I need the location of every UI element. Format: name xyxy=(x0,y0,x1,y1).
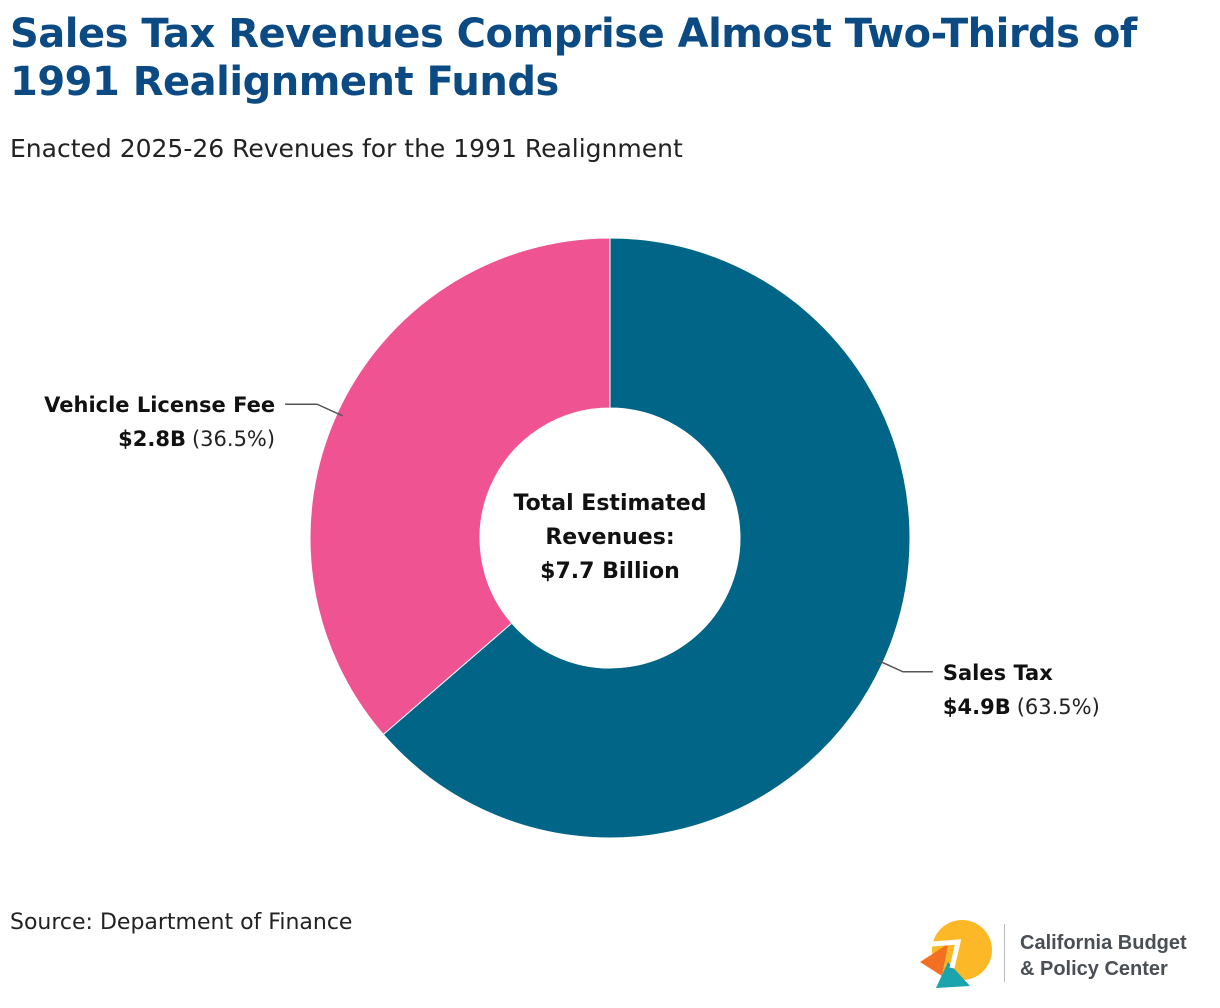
center-label-line: Total Estimated xyxy=(514,491,707,516)
cbpc-logo-icon xyxy=(920,920,992,988)
slice-value-amount: $2.8B xyxy=(118,427,186,451)
slice-label-name: Sales Tax xyxy=(943,661,1053,685)
leader-line xyxy=(877,659,933,673)
leader-line xyxy=(285,403,343,417)
center-total-label: Total Estimated Revenues: $7.7 Billion xyxy=(514,491,707,584)
slice-value-percent: (36.5%) xyxy=(192,427,275,451)
slice-label-value: $4.9B (63.5%) xyxy=(943,695,1100,719)
center-label-line: Revenues: xyxy=(545,525,674,550)
slice-label-name: Vehicle License Fee xyxy=(44,393,275,417)
logo-divider xyxy=(1004,924,1005,982)
slice-value-amount: $4.9B xyxy=(943,695,1011,719)
logo-line-1: California Budget xyxy=(1020,932,1187,954)
logo-line-2: & Policy Center xyxy=(1020,958,1168,980)
center-label-line: $7.7 Billion xyxy=(540,559,680,584)
slice-value-percent: (63.5%) xyxy=(1017,695,1100,719)
slice-vehicle-license-fee xyxy=(309,237,611,736)
chart-subtitle: Enacted 2025-26 Revenues for the 1991 Re… xyxy=(10,134,683,163)
logo-text: California Budget & Policy Center xyxy=(1020,930,1187,982)
slice-label-value: $2.8B (36.5%) xyxy=(118,427,275,451)
cbpc-logo: California Budget & Policy Center xyxy=(918,914,1208,994)
chart-title: Sales Tax Revenues Comprise Almost Two-T… xyxy=(10,11,1137,105)
source-note: Source: Department of Finance xyxy=(10,910,353,935)
slice-sales-tax xyxy=(382,237,911,839)
